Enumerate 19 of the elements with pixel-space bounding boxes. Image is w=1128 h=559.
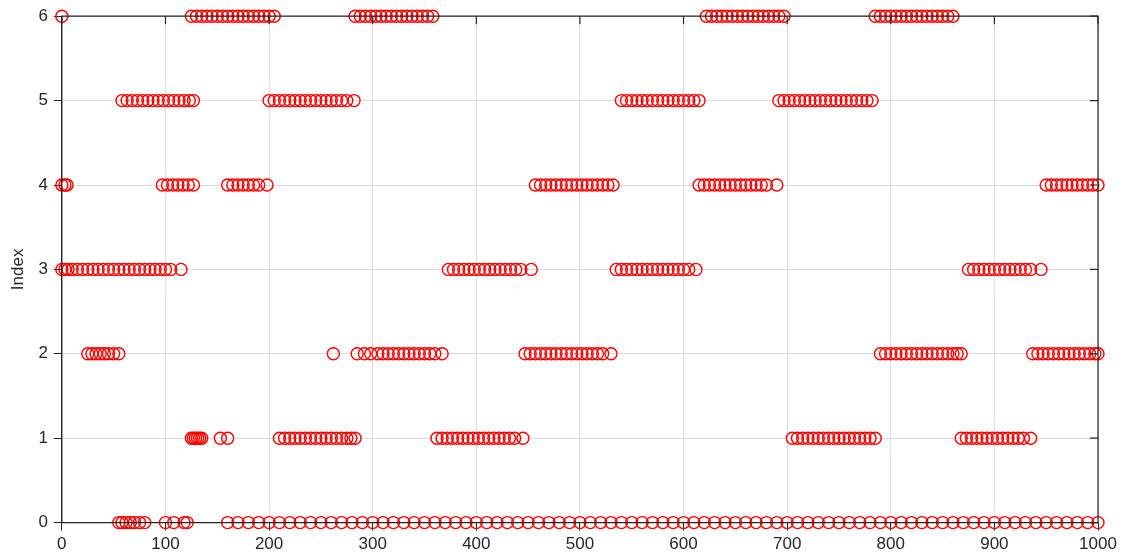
x-tick-label: 0 (57, 534, 67, 554)
y-tick-label: 4 (38, 174, 48, 194)
y-tick-label: 3 (38, 259, 48, 279)
x-tick-label: 300 (358, 534, 387, 554)
x-tick-label: 700 (772, 534, 802, 554)
x-tick-label: 100 (151, 534, 180, 554)
x-tick-label: 600 (669, 534, 698, 554)
y-axis-title: Index (7, 248, 27, 291)
y-tick-label: 6 (38, 5, 48, 25)
y-tick-label: 2 (38, 343, 48, 363)
y-tick-label: 5 (38, 90, 48, 110)
x-tick-label: 400 (462, 534, 491, 554)
y-tick-label: 0 (38, 512, 48, 532)
x-tick-label: 500 (565, 534, 595, 554)
x-tick-label: 1000 (1079, 534, 1117, 554)
x-tick-label: 900 (980, 534, 1009, 554)
x-tick-label: 200 (254, 534, 284, 554)
x-tick-label: 800 (876, 534, 905, 554)
y-tick-label: 1 (38, 427, 48, 447)
